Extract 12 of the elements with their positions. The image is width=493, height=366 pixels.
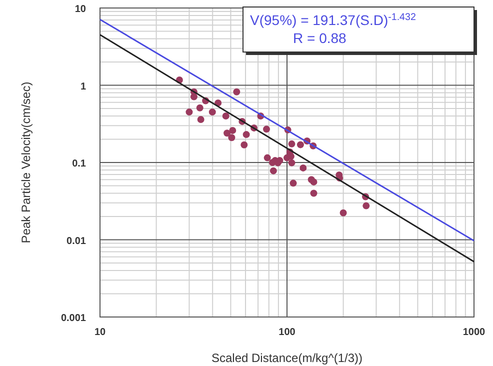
x-tick-label: 100 xyxy=(278,327,296,338)
x-tick-label: 10 xyxy=(94,327,106,338)
y-tick-label: 1 xyxy=(80,81,86,92)
y-tick-label: 10 xyxy=(74,4,86,15)
y-tick-label: 0.1 xyxy=(72,158,86,170)
y-tick-label: 0.01 xyxy=(66,236,86,247)
y-axis-title: Peak Particle Velocity(cm/sec) xyxy=(19,82,33,244)
annotation: R = 0.88 xyxy=(293,30,347,46)
x-axis-title: Scaled Distance(m/kg^(1/3)) xyxy=(211,351,363,365)
annotation: V(95%) = 191.37(S.D)$^{-1.432}$ xyxy=(250,12,416,28)
x-tick-label: 1000 xyxy=(462,327,486,338)
y-tick-label: 0.001 xyxy=(60,313,86,324)
